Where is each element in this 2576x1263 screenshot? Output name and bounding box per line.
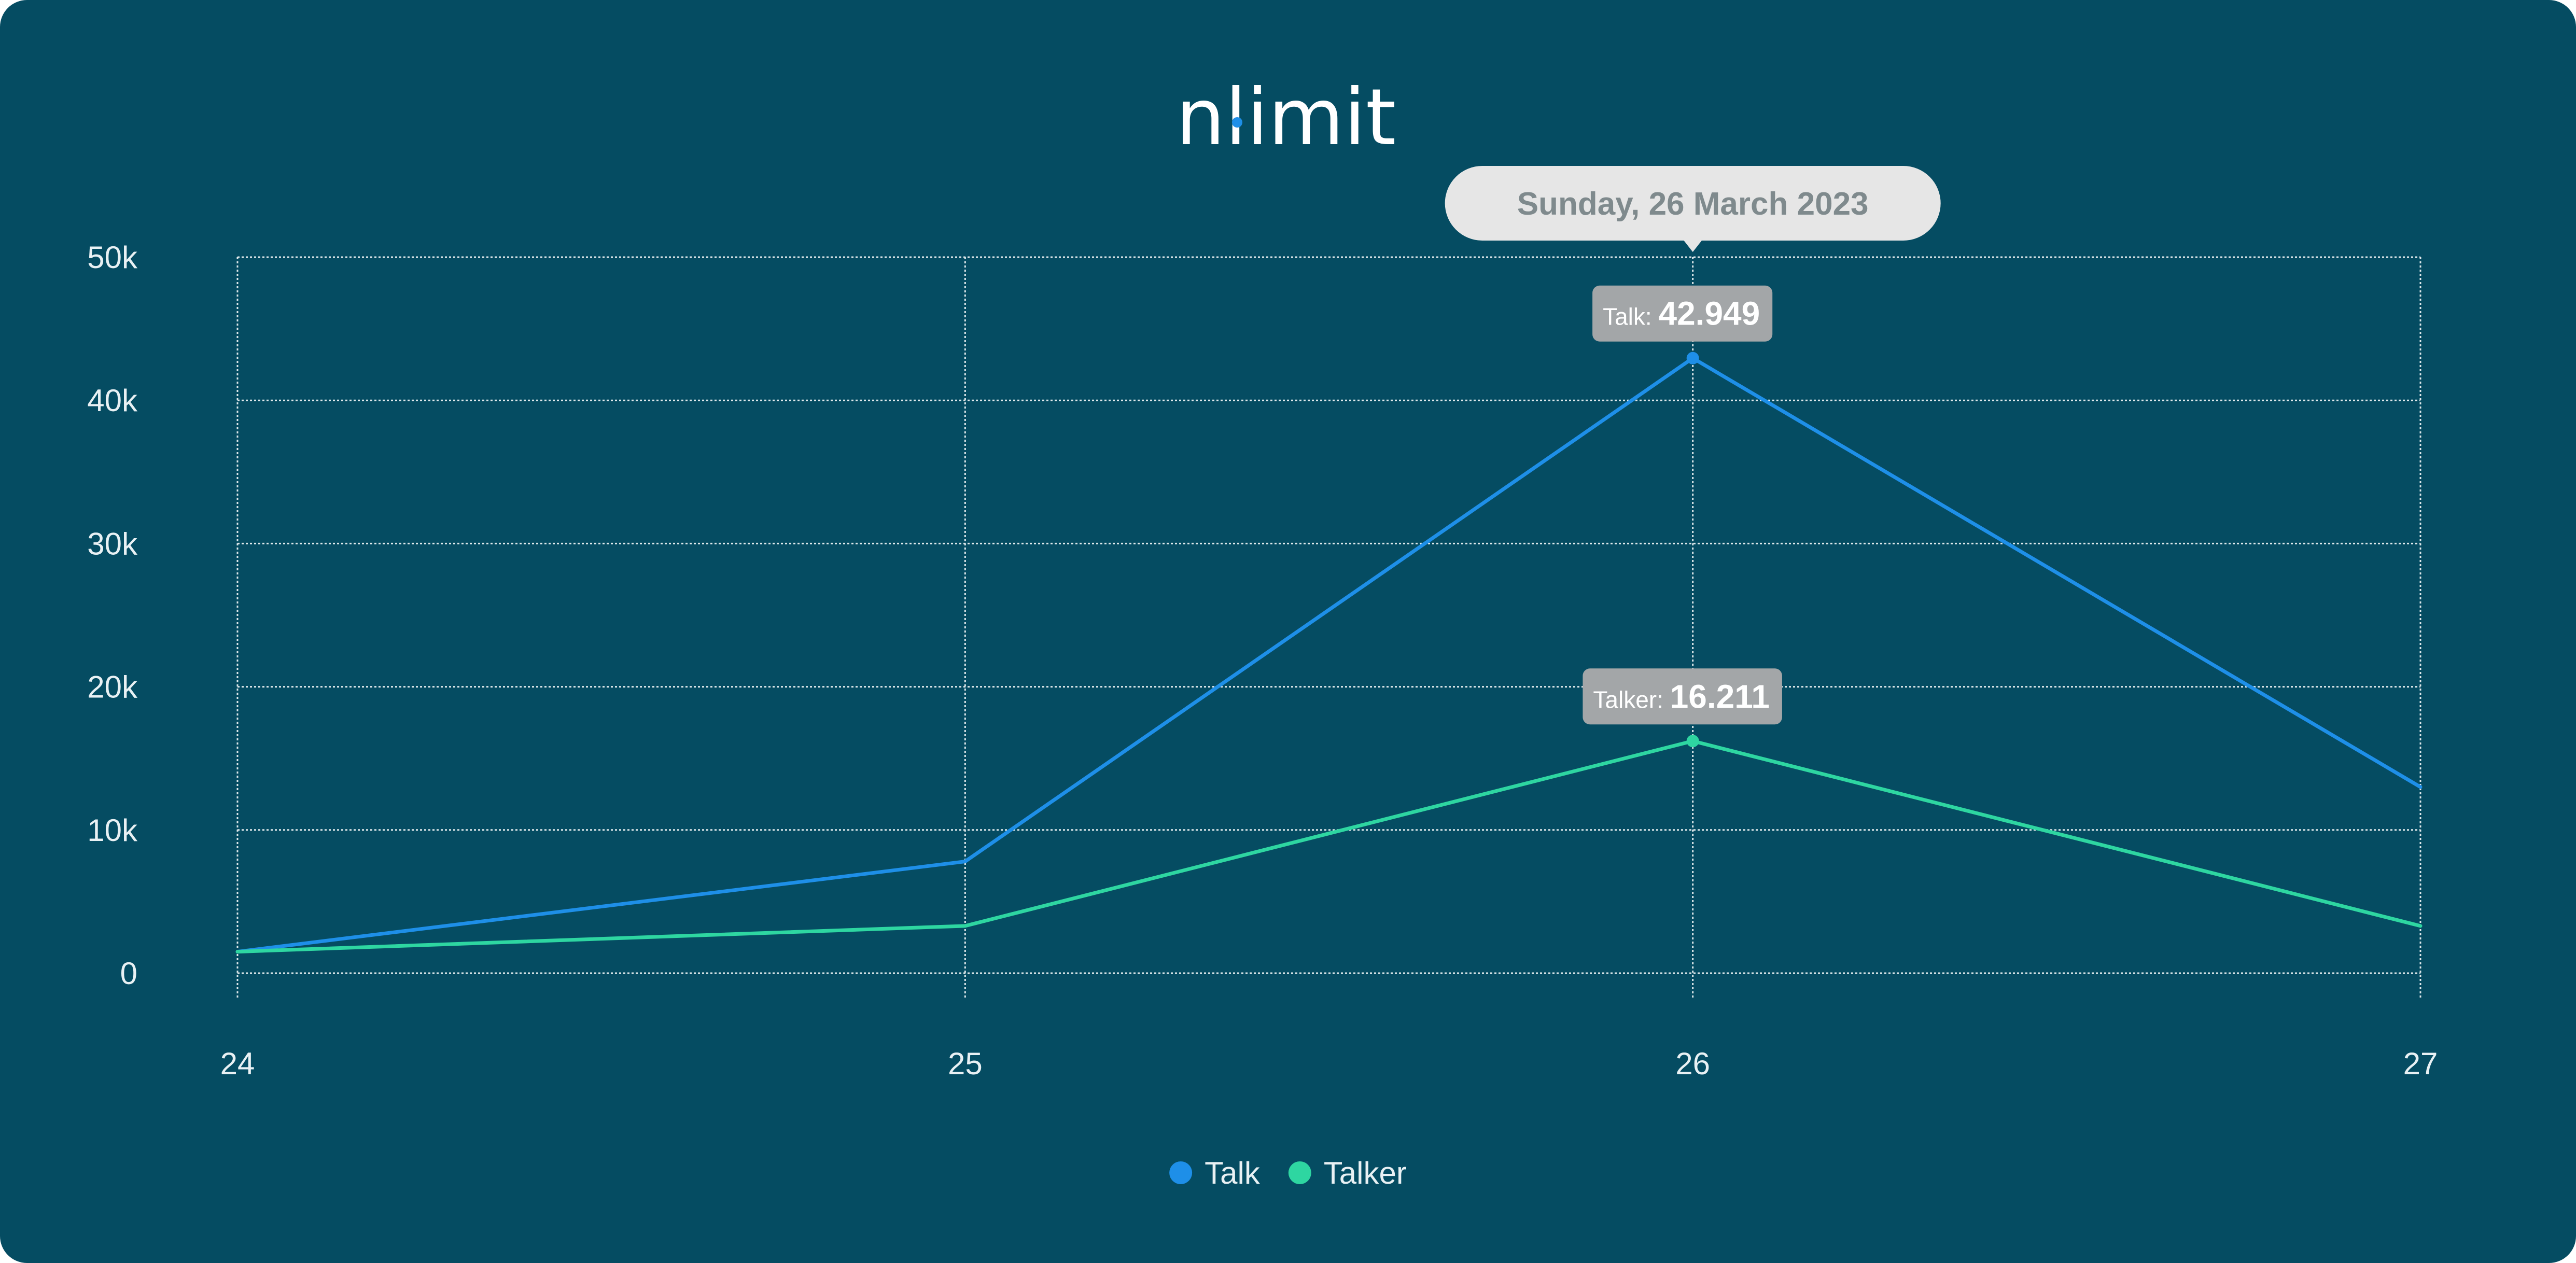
logo-dot-icon	[1232, 117, 1242, 128]
y-tick-label: 0	[120, 956, 137, 991]
y-tick-label: 40k	[87, 383, 138, 418]
x-tick-label: 27	[2403, 1046, 2438, 1081]
y-tick-label: 10k	[87, 813, 138, 848]
grid	[236, 256, 2421, 999]
date-tooltip: Sunday, 26 March 2023	[1445, 166, 1941, 252]
legend-item-talk: Talk	[1169, 1156, 1261, 1190]
date-tooltip-label: Sunday, 26 March 2023	[1517, 186, 1869, 222]
series-line-talker	[235, 739, 2423, 954]
axes: 0 10k 20k 30k 40k 50k 24 25 26 27	[87, 240, 2438, 1081]
legend-item-talker: Talker	[1288, 1156, 1407, 1190]
value-tooltip-value: 16.211	[1670, 678, 1770, 715]
x-tick-label: 25	[948, 1046, 983, 1081]
legend-items: Talk Talker	[1169, 1156, 1407, 1190]
legend-dot-icon	[1288, 1161, 1311, 1184]
value-tooltip-bg	[1583, 668, 1782, 725]
value-tooltip-text: Talk: 42.949	[1603, 295, 1760, 332]
value-tooltip-talk: Talk: 42.949	[1592, 285, 1773, 342]
legend-dot-icon	[1169, 1161, 1193, 1184]
y-tick-label: 30k	[87, 526, 138, 561]
series	[235, 352, 2423, 954]
value-tooltip-series: Talker:	[1593, 686, 1670, 713]
logo-text: nlimit	[1175, 73, 1396, 163]
y-tick-label: 50k	[87, 240, 138, 275]
x-tick-label: 26	[1675, 1046, 1710, 1081]
x-tick-label: 24	[220, 1046, 255, 1081]
series-line-talk	[235, 356, 2423, 954]
hover-point	[1686, 352, 1699, 364]
tooltips: Sunday, 26 March 2023 Talk: 42.949 Talker:…	[1445, 166, 1941, 725]
legend-label: Talker	[1324, 1156, 1407, 1190]
value-tooltip-series: Talk:	[1603, 303, 1658, 330]
value-tooltip-value: 42.949	[1658, 295, 1760, 332]
date-tooltip-bg	[1445, 166, 1941, 241]
y-tick-label: 20k	[87, 670, 138, 705]
value-tooltip-bg	[1592, 285, 1773, 342]
value-tooltip-talker: Talker: 16.211	[1583, 668, 1782, 725]
value-tooltip-text: Talker: 16.211	[1593, 678, 1769, 715]
date-tooltip-pointer	[1683, 240, 1702, 252]
legend-label: Talk	[1205, 1156, 1261, 1190]
logo: nlimit	[1175, 73, 1396, 163]
hover-point	[1686, 735, 1699, 748]
legend: Talk Talker	[1169, 1156, 1407, 1190]
